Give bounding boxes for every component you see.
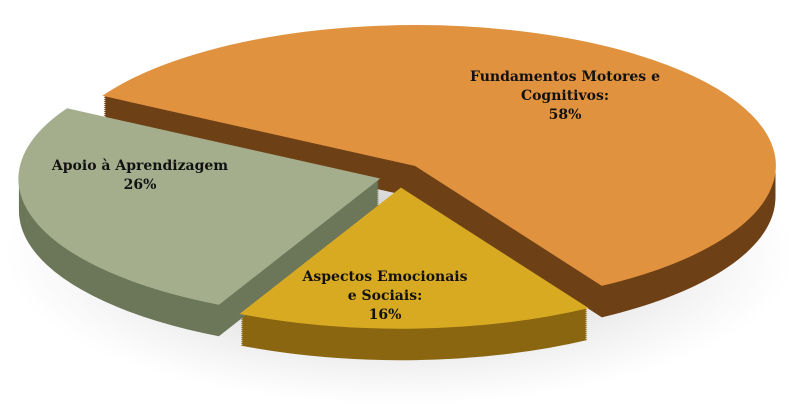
value-label: 26% xyxy=(123,177,157,193)
slice-label: Aspectos Emocionais e Sociais: 16% xyxy=(300,268,470,325)
slice xyxy=(239,187,589,329)
value-label: 58% xyxy=(548,107,582,123)
slice-label: Fundamentos Motores e Cognitivos: 58% xyxy=(470,68,660,125)
value-label: 16% xyxy=(368,307,402,323)
slice xyxy=(102,25,776,286)
category-label: Aspectos Emocionais e Sociais: xyxy=(302,269,468,304)
category-label: Apoio à Aprendizagem xyxy=(51,158,229,174)
category-label: Fundamentos Motores e Cognitivos: xyxy=(470,69,660,104)
slice-label: Apoio à Aprendizagem 26% xyxy=(40,157,240,195)
slice xyxy=(18,108,381,305)
